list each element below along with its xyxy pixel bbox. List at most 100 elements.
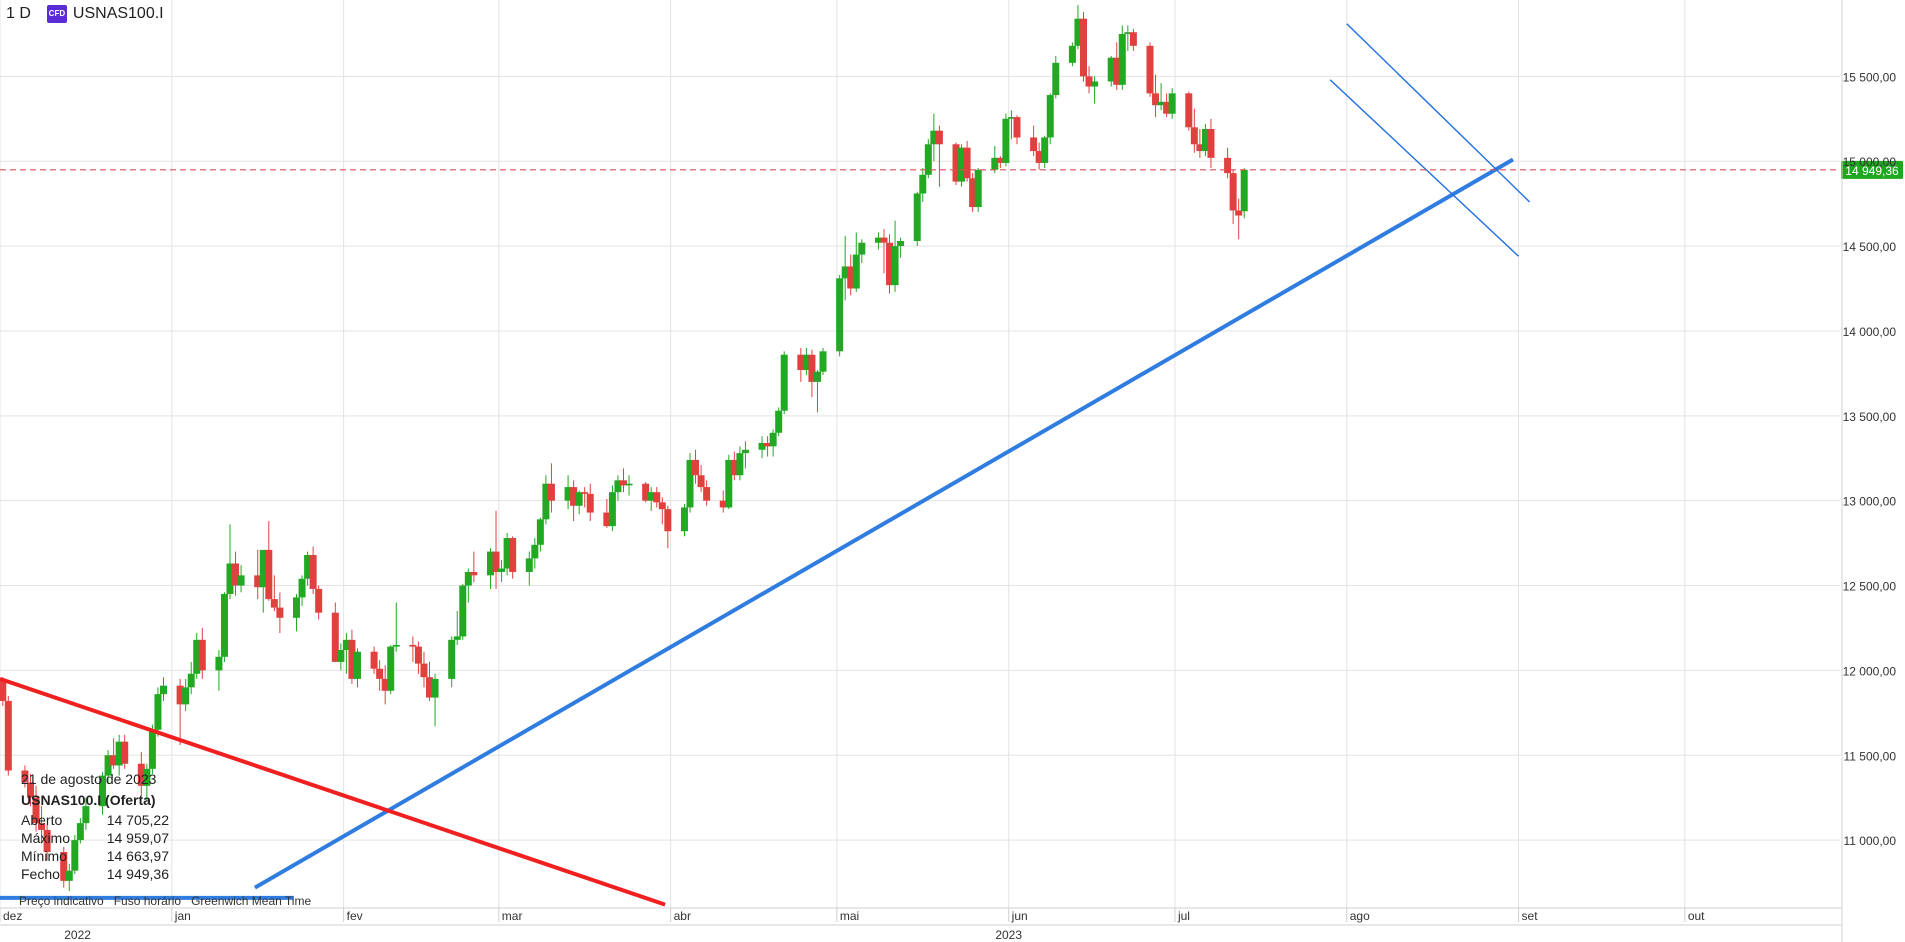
month-label: fev (347, 909, 363, 923)
candle-down (38, 806, 46, 844)
candle-down (1224, 147, 1232, 179)
candle-down (797, 347, 805, 382)
candle-body (913, 193, 921, 242)
candle-up (342, 633, 350, 674)
candle-body (1152, 93, 1160, 106)
month-label: mai (840, 909, 859, 923)
candle-body (930, 130, 938, 145)
candle-down (719, 490, 727, 513)
candle-body (486, 551, 494, 576)
candle-down (1079, 11, 1087, 82)
candle-down (331, 602, 339, 662)
candle-up (769, 429, 777, 457)
timeframe-selector[interactable]: 1 D (6, 5, 31, 22)
info-value: 14 663,97 (106, 848, 169, 864)
candle-body (159, 685, 167, 695)
candle-up (919, 168, 927, 202)
candle-down (381, 665, 389, 705)
candle-down (658, 497, 666, 525)
candle-up (897, 237, 905, 258)
candle-down (176, 678, 184, 746)
candle-up (1074, 5, 1082, 50)
candle-body (575, 492, 583, 506)
candle-body (1168, 93, 1176, 114)
candle-down (1163, 93, 1171, 118)
trendlines[interactable] (0, 23, 1531, 907)
y-tick-label: 12 000,00 (1843, 664, 1897, 678)
candle-body (919, 174, 927, 194)
candle-body (1196, 144, 1204, 152)
candle-body (187, 673, 195, 688)
candle-body (1229, 173, 1237, 211)
candle-body (813, 371, 821, 382)
candle-body (115, 741, 123, 766)
month-label: dez (3, 909, 22, 923)
candle-down (1152, 74, 1160, 118)
info-row-close: Fecho 14 949,36 (21, 865, 169, 883)
candle-body (619, 480, 627, 486)
candle-up (503, 532, 511, 576)
candle-up (65, 863, 73, 892)
candle-body (886, 242, 894, 286)
candle-up (337, 643, 345, 671)
candle-down (1129, 28, 1137, 51)
candle-down (1190, 108, 1198, 153)
candle-down (935, 125, 943, 187)
candle-body (1124, 32, 1132, 34)
candle-body (974, 169, 982, 208)
candle-down (60, 846, 68, 888)
candle-body (99, 775, 107, 807)
candle-body (492, 551, 500, 572)
info-value: 14 705,22 (106, 812, 169, 828)
candle-up (1201, 123, 1209, 157)
candles (0, 5, 1248, 892)
candle-body (897, 241, 905, 247)
candle-body (26, 782, 34, 798)
candle-up (220, 592, 228, 662)
candle-body (498, 568, 506, 572)
candle-body (1118, 33, 1126, 85)
candle-body (198, 639, 206, 671)
symbol-label: USNAS100.I (72, 5, 164, 22)
candle-body (564, 487, 572, 501)
candle-down (1146, 42, 1154, 97)
candle-down (26, 773, 34, 807)
candle-body (337, 650, 345, 662)
info-instrument: USNAS100.I (Oferta) (21, 792, 156, 808)
symbol-block[interactable]: CFD USNAS100.I (46, 5, 164, 23)
candle-body (43, 829, 51, 852)
candle-down (270, 575, 278, 611)
candle-body (431, 678, 439, 698)
candle-body (137, 763, 145, 786)
candle-down (1085, 66, 1093, 94)
candle-up (930, 113, 938, 162)
candle-up (536, 517, 544, 552)
candle-down (426, 661, 434, 701)
candle-down (254, 549, 262, 600)
candle-body (265, 549, 273, 600)
timezone-value[interactable]: Greenwich Mean Time (191, 894, 312, 908)
candle-body (1146, 45, 1154, 94)
candle-body (935, 130, 943, 145)
y-tick-label: 15 500,00 (1843, 70, 1897, 84)
candle-body (1185, 93, 1193, 128)
candle-up (215, 650, 223, 691)
candle-down (619, 468, 627, 493)
candle-down (1035, 142, 1043, 170)
candle-body (409, 644, 417, 647)
candle-body (315, 588, 323, 613)
candle-body (570, 487, 578, 506)
candle-body (819, 351, 827, 372)
candle-down (414, 641, 422, 674)
candle-up (1124, 25, 1132, 51)
candle-up (387, 644, 395, 695)
timezone-label[interactable]: Fuso horário (113, 894, 182, 908)
candle-body (464, 571, 472, 586)
candle-up (1157, 83, 1165, 111)
candle-up (115, 734, 123, 776)
candle-body (304, 554, 312, 579)
candle-body (1002, 118, 1010, 163)
candle-body (381, 678, 389, 691)
candle-down (764, 436, 772, 457)
